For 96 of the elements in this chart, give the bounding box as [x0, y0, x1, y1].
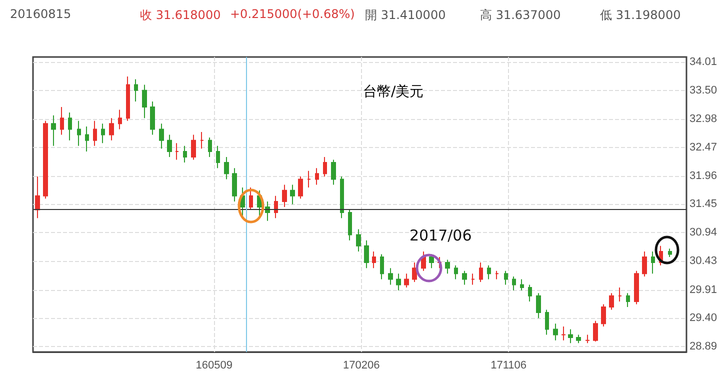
candlestick [380, 254, 384, 280]
x-tick-label: 160509 [196, 360, 233, 372]
candlestick [618, 287, 622, 302]
candlestick [331, 159, 336, 186]
candlestick [191, 134, 196, 160]
candlestick [51, 114, 56, 146]
candlestick [35, 176, 40, 219]
candlestick [471, 273, 475, 286]
candlestick [634, 270, 639, 305]
text: 高 31.637000 [480, 7, 561, 24]
candlestick [183, 145, 187, 164]
candlestick [495, 270, 499, 280]
candlestick [561, 326, 566, 341]
candlestick [142, 84, 147, 119]
candlestick [224, 156, 229, 180]
y-tick-label: 31.45 [689, 198, 718, 210]
y-tick-label: 33.50 [689, 84, 718, 96]
candlestick [216, 145, 220, 169]
candlestick [282, 184, 287, 208]
candlestick [150, 100, 155, 136]
text: 20160815 [10, 7, 72, 21]
candlestick [601, 304, 606, 327]
y-tick-label: 32.47 [689, 142, 718, 154]
candlestick [585, 334, 590, 344]
candlestick [68, 112, 72, 141]
candlestick [421, 250, 426, 272]
candlestick [429, 254, 434, 269]
candlestick [609, 292, 614, 310]
candlestick [364, 240, 369, 269]
candlestick [545, 309, 549, 336]
x-tick-label: 170206 [342, 360, 380, 372]
candlestick [85, 126, 89, 152]
candlestick [668, 248, 672, 258]
candlestick [487, 264, 491, 280]
candlestick [208, 137, 212, 158]
text: 開 31.410000 [365, 7, 446, 24]
y-tick-label: 29.91 [689, 284, 718, 296]
candlestick [536, 292, 541, 319]
candlestick [290, 184, 295, 205]
x-tick-label: 171106 [490, 360, 526, 372]
candlestick [437, 256, 442, 269]
candlestick [445, 259, 450, 274]
candlestick [356, 228, 361, 252]
candlestick [298, 176, 303, 200]
candlestick [101, 123, 105, 144]
candlestick [626, 292, 630, 308]
candlestick [454, 264, 458, 280]
candlestick [232, 168, 237, 202]
candlestick [93, 120, 97, 146]
text: +0.215000(+0.68%) [230, 7, 355, 21]
candlestick [134, 78, 138, 102]
candlestick [404, 273, 409, 288]
candlestick [159, 123, 164, 150]
y-tick-label: 32.98 [689, 113, 718, 126]
y-tick-label: 34.01 [689, 56, 718, 68]
text: 收 31.618000 [140, 7, 221, 24]
candlestick [642, 250, 647, 277]
candlestick [60, 106, 64, 136]
candlestick [340, 176, 344, 219]
candlestick [553, 323, 558, 341]
candlestick [388, 268, 393, 286]
candlestick [372, 250, 376, 269]
candlestick [462, 270, 467, 286]
candlestick [593, 320, 598, 342]
candlestick [323, 156, 327, 177]
text: 台幣/美元 [363, 84, 424, 100]
candlestick [167, 134, 172, 158]
candlestick [396, 273, 401, 291]
candlestick [118, 109, 122, 130]
y-tick-label: 28.89 [689, 340, 718, 352]
candlestick [528, 284, 532, 302]
candlestick [412, 262, 417, 282]
candlestick [126, 76, 130, 122]
candlestick [315, 168, 319, 186]
candlestick [504, 270, 508, 286]
y-tick-label: 30.94 [689, 226, 718, 239]
y-tick-label: 30.43 [689, 254, 718, 267]
candlestick [651, 250, 655, 274]
candlestick [348, 209, 352, 241]
candlestick [307, 170, 311, 188]
y-tick-label: 29.40 [689, 312, 718, 324]
candlestick [109, 118, 114, 141]
candlestick [200, 132, 204, 150]
candlestick [249, 187, 253, 210]
candlestick [568, 328, 573, 344]
text: 低 31.198000 [600, 7, 681, 24]
candlestick [175, 142, 179, 160]
candlestick [43, 120, 48, 200]
y-tick-label: 31.96 [689, 170, 718, 182]
candlestick [77, 120, 81, 146]
candlestick [520, 278, 524, 291]
candlestick [512, 276, 516, 291]
annotation: 2017/06 [409, 226, 472, 245]
candlestick [479, 262, 483, 282]
candlestick [274, 195, 278, 219]
candlestick [576, 334, 581, 344]
